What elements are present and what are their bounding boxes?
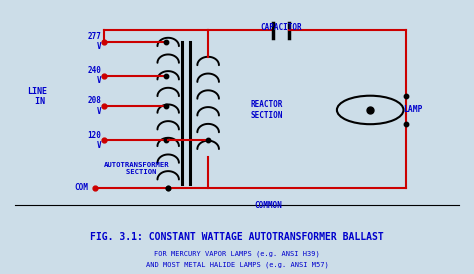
Text: 240
V: 240 V <box>88 66 101 85</box>
Text: 120
V: 120 V <box>88 131 101 150</box>
Text: LINE
 IN: LINE IN <box>27 87 47 106</box>
Text: 277
V: 277 V <box>88 32 101 51</box>
Text: REACTOR
SECTION: REACTOR SECTION <box>250 100 283 120</box>
Text: COM: COM <box>74 183 88 192</box>
Text: CAPACITOR: CAPACITOR <box>261 22 302 32</box>
Text: AUTOTRANSFORMER
     SECTION: AUTOTRANSFORMER SECTION <box>104 162 169 175</box>
Text: LAMP: LAMP <box>403 105 423 115</box>
Text: FIG. 3.1: CONSTANT WATTAGE AUTOTRANSFORMER BALLAST: FIG. 3.1: CONSTANT WATTAGE AUTOTRANSFORM… <box>90 232 384 241</box>
Text: COMMON: COMMON <box>254 201 282 210</box>
Text: AND MOST METAL HALIDE LAMPS (e.g. ANSI M57): AND MOST METAL HALIDE LAMPS (e.g. ANSI M… <box>146 262 328 268</box>
Text: FOR MERCURY VAPOR LAMPS (e.g. ANSI H39): FOR MERCURY VAPOR LAMPS (e.g. ANSI H39) <box>154 251 320 257</box>
Text: 208
V: 208 V <box>88 96 101 116</box>
